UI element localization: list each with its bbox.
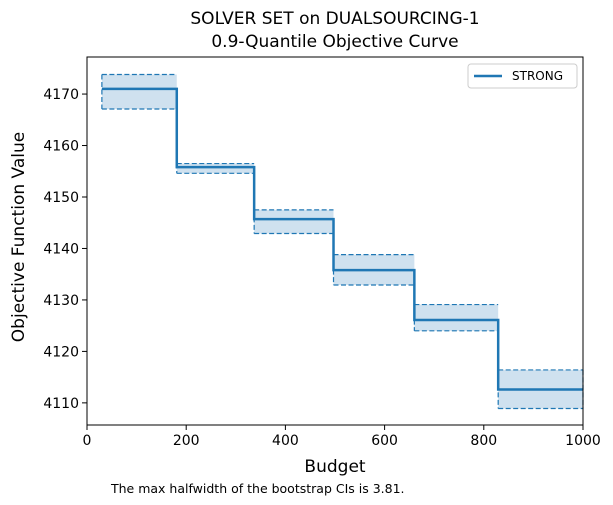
y-axis: 4110 4120 4130 4140 4150 4160 4170	[43, 87, 87, 412]
plot-area: 0 200 400 600 800 1000 4110 4120 4130 4140 4150 416…	[43, 56, 601, 449]
series-strong	[101, 73, 584, 410]
y-tick-label: 4120	[43, 344, 79, 360]
legend: STRONG	[467, 63, 578, 89]
ci-band	[101, 74, 177, 109]
chart-title-line-2: 0.9-Quantile Objective Curve	[211, 32, 458, 52]
legend-entry: STRONG	[512, 69, 563, 83]
ci-band	[176, 163, 255, 174]
chart-title: SOLVER SET on DUALSOURCING-1 0.9-Quantil…	[190, 9, 479, 52]
chart-title-line-1: SOLVER SET on DUALSOURCING-1	[190, 9, 479, 29]
y-tick-label: 4110	[43, 396, 79, 412]
y-tick-label: 4150	[43, 190, 79, 206]
ci-halfwidth-note: The max halfwidth of the bootstrap CIs i…	[110, 481, 405, 496]
y-tick-label: 4130	[43, 293, 79, 309]
x-tick-label: 0	[83, 433, 92, 449]
plot-frame	[86, 56, 584, 426]
x-tick-label: 800	[470, 433, 497, 449]
y-tick-label: 4140	[43, 241, 79, 257]
series-line	[101, 87, 583, 391]
x-tick-label: 200	[173, 433, 200, 449]
x-axis-label: Budget	[304, 457, 365, 477]
y-axis-label: Objective Function Value	[9, 132, 29, 342]
legend-box	[467, 63, 578, 89]
x-tick-label: 600	[371, 433, 398, 449]
x-tick-label: 400	[272, 433, 299, 449]
y-tick-label: 4160	[43, 139, 79, 155]
x-tick-label: 1000	[565, 433, 601, 449]
ci-band	[414, 304, 499, 331]
x-axis: 0 200 400 600 800 1000	[83, 425, 601, 449]
y-tick-label: 4170	[43, 87, 79, 103]
ci-band	[254, 209, 334, 234]
